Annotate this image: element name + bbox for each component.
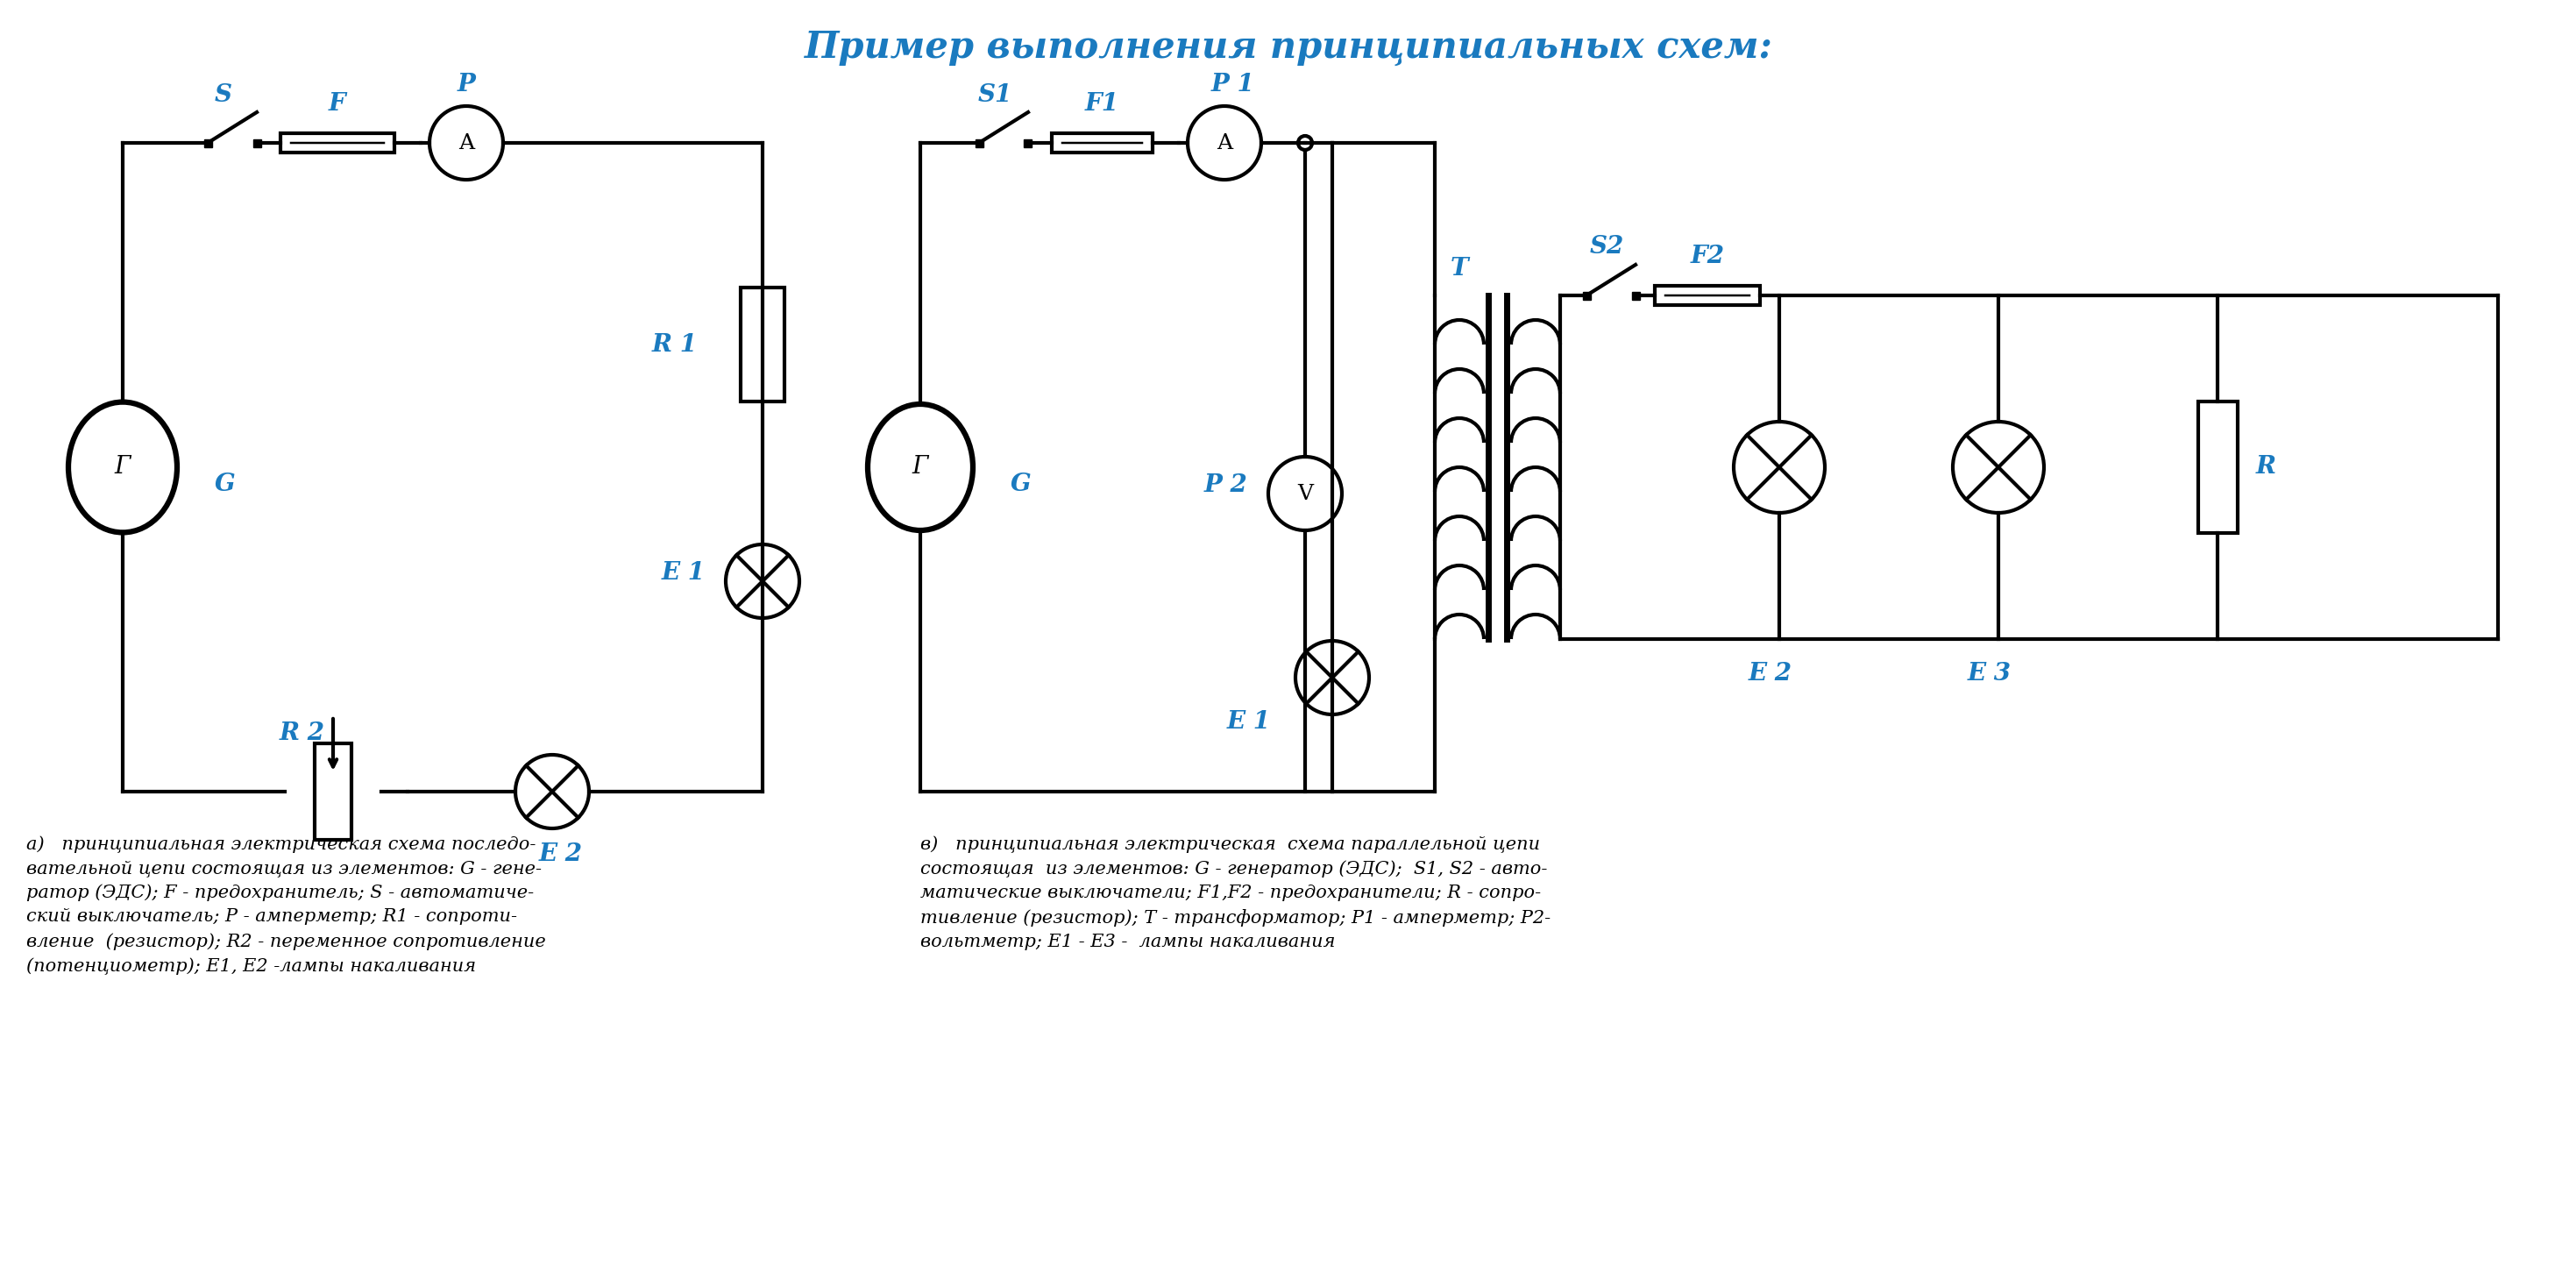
- Bar: [976, 139, 984, 147]
- Text: A: A: [459, 133, 474, 153]
- Text: E 1: E 1: [1226, 710, 1270, 734]
- Text: V: V: [1298, 483, 1314, 503]
- Text: G: G: [214, 473, 234, 497]
- Text: T: T: [1450, 257, 1468, 281]
- Bar: [1654, 286, 1759, 305]
- Text: а)   принципиальная электрическая схема последо-
вательной цепи состоящая из эле: а) принципиальная электрическая схема по…: [26, 835, 546, 975]
- Text: F1: F1: [1084, 91, 1121, 115]
- Bar: [1025, 139, 1033, 147]
- Text: G: G: [1010, 473, 1030, 497]
- Text: E 3: E 3: [1968, 663, 2012, 686]
- Bar: [1582, 291, 1589, 300]
- Bar: [281, 133, 394, 153]
- Text: S: S: [214, 82, 232, 106]
- Text: в)   принципиальная электрическая  схема параллельной цепи
состоящая  из элемент: в) принципиальная электрическая схема па…: [920, 835, 1551, 950]
- Text: R 2: R 2: [281, 722, 325, 745]
- Text: E 1: E 1: [662, 560, 706, 584]
- Text: S2: S2: [1589, 235, 1623, 259]
- Text: A: A: [1216, 133, 1231, 153]
- Text: Г: Г: [116, 455, 131, 479]
- Text: E 2: E 2: [1749, 663, 1793, 686]
- Text: P 2: P 2: [1206, 473, 1247, 497]
- Bar: [742, 287, 786, 401]
- Text: S1: S1: [979, 82, 1012, 106]
- Text: F2: F2: [1690, 244, 1723, 268]
- Text: Г: Г: [912, 455, 927, 479]
- Text: R 1: R 1: [652, 333, 698, 357]
- Text: Пример выполнения принципиальных схем:: Пример выполнения принципиальных схем:: [804, 29, 1772, 66]
- Text: P 1: P 1: [1211, 72, 1255, 96]
- Bar: [252, 139, 260, 147]
- Text: R: R: [2257, 455, 2275, 479]
- Text: F: F: [330, 91, 345, 115]
- Bar: [204, 139, 211, 147]
- Bar: [1631, 291, 1638, 300]
- Bar: [314, 744, 350, 840]
- Bar: [1051, 133, 1151, 153]
- Text: E 2: E 2: [538, 842, 582, 867]
- Bar: [2197, 401, 2236, 533]
- Text: P: P: [456, 72, 477, 96]
